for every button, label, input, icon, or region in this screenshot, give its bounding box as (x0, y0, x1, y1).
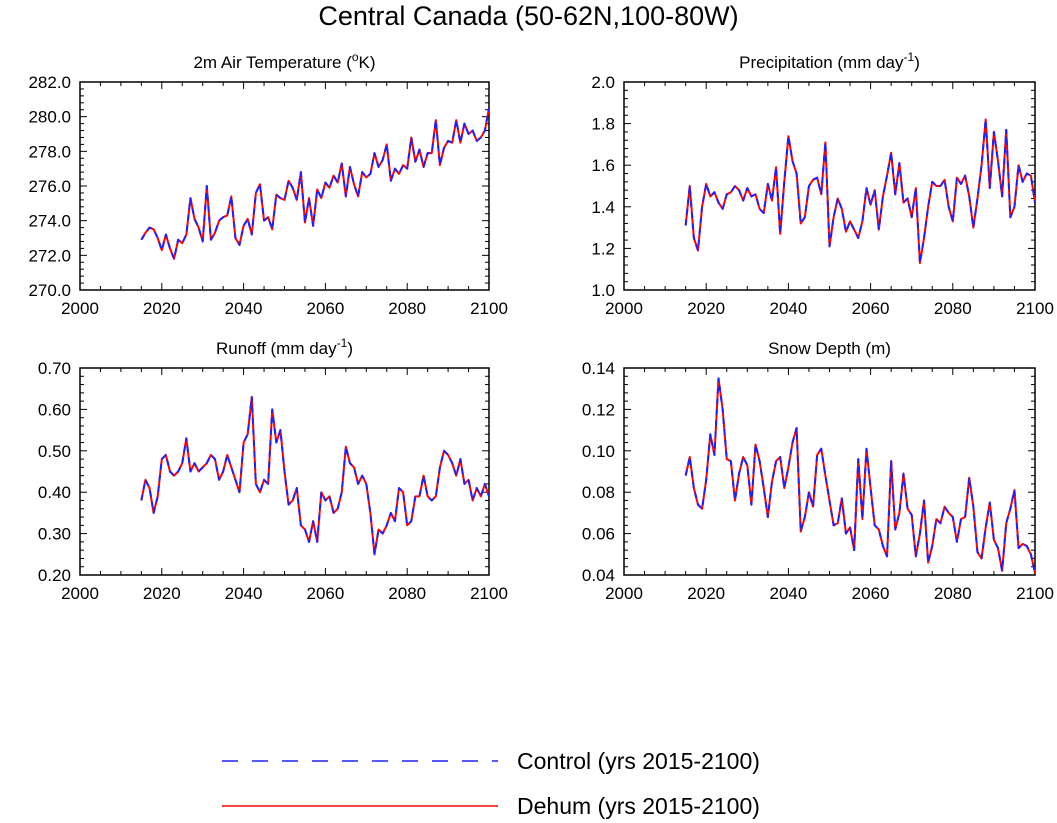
y-tick-label: 280.0 (28, 108, 71, 127)
y-tick-label: 0.14 (582, 359, 615, 378)
y-tick-label: 274.0 (28, 212, 71, 231)
x-tick-label: 2000 (61, 584, 99, 603)
x-tick-label: 2040 (769, 299, 807, 318)
panel-title: 2m Air Temperature (oK) (193, 50, 375, 72)
y-tick-label: 282.0 (28, 73, 71, 92)
x-tick-label: 2060 (306, 584, 344, 603)
title-suffix: ) (914, 53, 920, 72)
x-tick-label: 2020 (687, 299, 725, 318)
x-tick-label: 2100 (1016, 299, 1054, 318)
panel-title: Runoff (mm day-1) (216, 336, 353, 358)
x-tick-label: 2000 (61, 299, 99, 318)
dehum-series-line (140, 107, 490, 260)
x-tick-label: 2020 (687, 584, 725, 603)
y-tick-label: 0.04 (582, 566, 615, 585)
x-tick-label: 2020 (143, 299, 181, 318)
x-tick-label: 2060 (852, 584, 890, 603)
x-tick-label: 2100 (470, 584, 508, 603)
x-tick-label: 2080 (388, 299, 426, 318)
figure-title: Central Canada (50-62N,100-80W) (318, 1, 739, 31)
y-tick-label: 2.0 (591, 73, 615, 92)
x-tick-label: 2000 (605, 584, 643, 603)
panel-title: Snow Depth (m) (768, 339, 891, 358)
y-tick-label: 0.70 (38, 359, 71, 378)
x-tick-label: 2060 (852, 299, 890, 318)
y-tick-label: 0.12 (582, 400, 615, 419)
x-tick-label: 2020 (143, 584, 181, 603)
y-tick-label: 276.0 (28, 177, 71, 196)
y-tick-label: 278.0 (28, 142, 71, 161)
y-tick-label: 1.4 (591, 198, 615, 217)
x-tick-label: 2080 (934, 584, 972, 603)
plot-frame (79, 81, 490, 291)
x-tick-label: 2060 (306, 299, 344, 318)
control-series-line (140, 107, 490, 260)
x-tick-label: 2080 (388, 584, 426, 603)
dehum-series-line (684, 118, 1036, 264)
y-tick-label: 0.40 (38, 483, 71, 502)
title-superscript: -1 (337, 336, 348, 350)
legend-control-label: Control (yrs 2015-2100) (517, 748, 760, 774)
x-tick-label: 2100 (1016, 584, 1054, 603)
y-tick-label: 0.10 (582, 442, 615, 461)
control-series-line (684, 118, 1036, 264)
title-suffix: K) (359, 53, 376, 72)
y-tick-label: 0.20 (38, 566, 71, 585)
y-tick-label: 0.08 (582, 483, 615, 502)
x-tick-label: 2040 (225, 584, 263, 603)
y-tick-label: 0.06 (582, 525, 615, 544)
y-tick-label: 272.0 (28, 246, 71, 265)
y-tick-label: 1.2 (591, 239, 615, 258)
x-tick-label: 2000 (605, 299, 643, 318)
y-tick-label: 0.50 (38, 442, 71, 461)
title-superscript: o (352, 50, 359, 64)
x-tick-label: 2040 (225, 299, 263, 318)
y-tick-label: 0.60 (38, 400, 71, 419)
control-series-line (140, 395, 490, 556)
y-tick-label: 270.0 (28, 281, 71, 300)
x-tick-label: 2100 (470, 299, 508, 318)
y-tick-label: 0.30 (38, 525, 71, 544)
y-tick-label: 1.8 (591, 115, 615, 134)
y-tick-label: 1.0 (591, 281, 615, 300)
control-series-line (684, 377, 1036, 574)
x-tick-label: 2040 (769, 584, 807, 603)
legend-dehum-label: Dehum (yrs 2015-2100) (517, 793, 760, 819)
x-tick-label: 2080 (934, 299, 972, 318)
plot-frame (623, 81, 1036, 291)
y-tick-label: 1.6 (591, 156, 615, 175)
title-superscript: -1 (904, 50, 915, 64)
panel-title: Precipitation (mm day-1) (739, 50, 920, 72)
title-suffix: ) (347, 339, 353, 358)
